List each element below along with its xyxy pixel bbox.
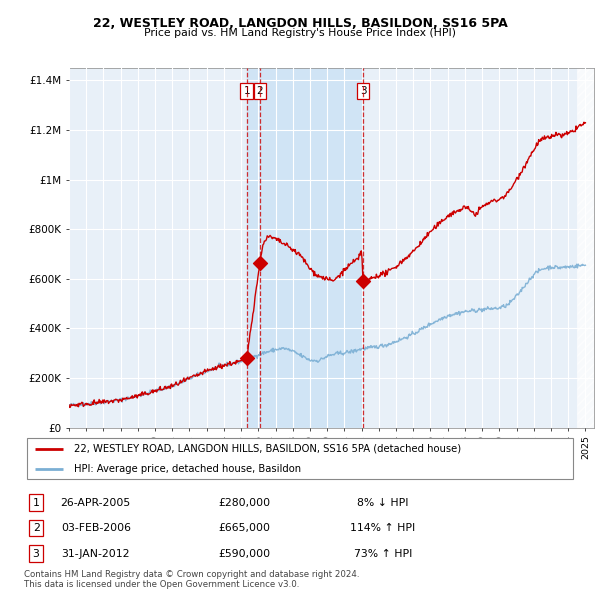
Text: 03-FEB-2006: 03-FEB-2006 [61,523,131,533]
Bar [577,68,594,428]
Text: Price paid vs. HM Land Registry's House Price Index (HPI): Price paid vs. HM Land Registry's House … [144,28,456,38]
Point [242,353,251,363]
Bar [247,68,260,428]
Text: 114% ↑ HPI: 114% ↑ HPI [350,523,415,533]
Point [358,277,368,286]
Text: 31-JAN-2012: 31-JAN-2012 [62,549,130,559]
Text: 3: 3 [33,549,40,559]
Text: 22, WESTLEY ROAD, LANGDON HILLS, BASILDON, SS16 5PA (detached house): 22, WESTLEY ROAD, LANGDON HILLS, BASILDO… [74,444,461,454]
Text: 3: 3 [359,86,367,96]
Text: 2: 2 [257,86,263,96]
Text: 26-APR-2005: 26-APR-2005 [61,498,131,507]
Text: 1: 1 [33,498,40,507]
Text: £280,000: £280,000 [219,498,271,507]
Text: HPI: Average price, detached house, Basildon: HPI: Average price, detached house, Basi… [74,464,301,474]
Text: 1: 1 [244,86,250,96]
Text: 73% ↑ HPI: 73% ↑ HPI [353,549,412,559]
Bar [260,68,363,428]
FancyBboxPatch shape [27,438,573,479]
Text: £590,000: £590,000 [219,549,271,559]
Text: Contains HM Land Registry data © Crown copyright and database right 2024.
This d: Contains HM Land Registry data © Crown c… [24,570,359,589]
Text: 8% ↓ HPI: 8% ↓ HPI [357,498,409,507]
Text: £665,000: £665,000 [219,523,271,533]
Text: 2: 2 [33,523,40,533]
Point [255,258,265,267]
Text: 22, WESTLEY ROAD, LANGDON HILLS, BASILDON, SS16 5PA: 22, WESTLEY ROAD, LANGDON HILLS, BASILDO… [92,17,508,30]
